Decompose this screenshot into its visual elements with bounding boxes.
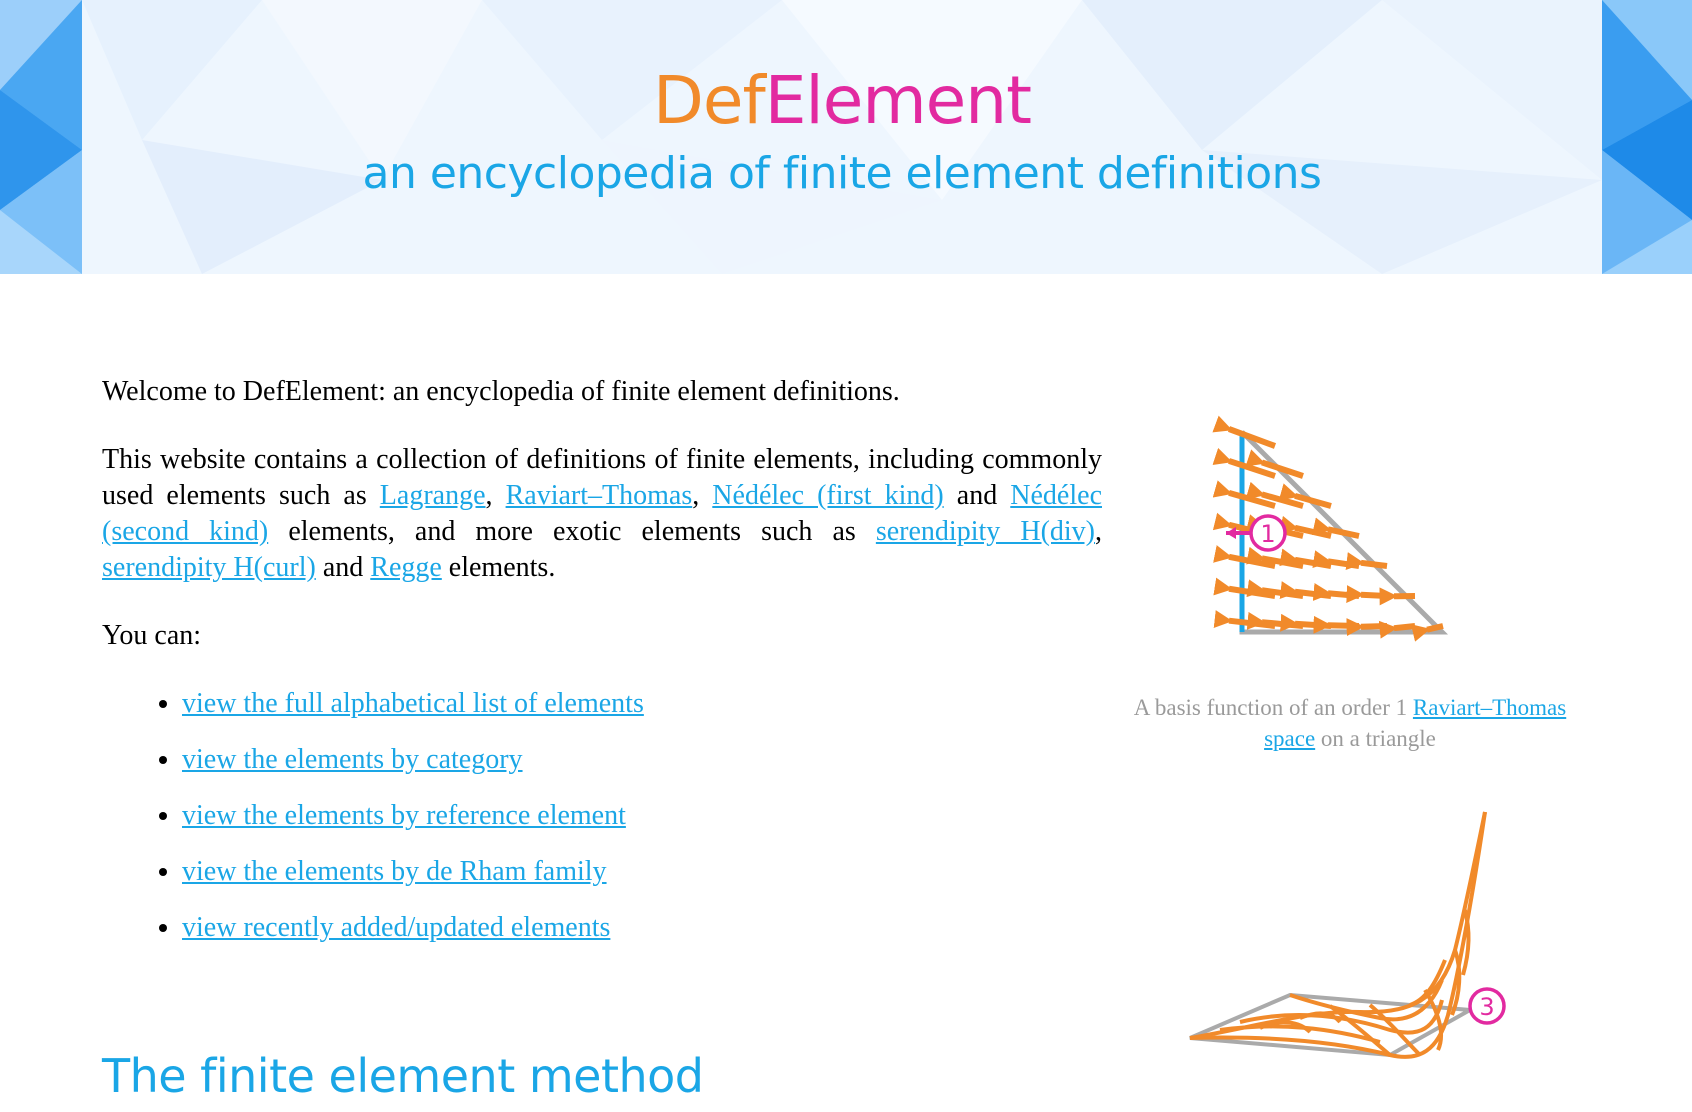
field-arrow [1280,613,1332,632]
field-arrow [1345,552,1388,570]
intro-text-b: and [943,480,1011,511]
caption-raviart-thomas-link[interactable]: Raviart–Thomas space [1264,695,1567,751]
figure1-marker-label: 1 [1260,520,1275,548]
field-arrow [1313,615,1360,634]
site-title-element: Element [764,62,1032,139]
field-arrow [1346,618,1388,637]
you-can-text: You can: [102,620,202,651]
field-arrow [1212,415,1277,449]
main-content: Welcome to DefElement: an encyclopedia o… [102,374,1102,966]
field-arrow [1312,517,1360,539]
surface-basis-figure: 3 [1189,811,1506,1059]
nedelec-second-kind-link[interactable]: Nédélec (second kind) [102,480,1102,547]
field-arrow [1378,620,1416,639]
section-heading: The finite element method [102,1049,704,1103]
caption-text-b: on a triangle [1315,726,1436,751]
banner-inner-pattern [82,0,1602,274]
list-item: view the full alphabetical list of eleme… [182,686,1102,722]
by-category-link[interactable]: view the elements by category [182,744,523,775]
serendipity-hcurl-link[interactable]: serendipity H(curl) [102,552,316,583]
field-arrow [1245,449,1304,479]
intro-paragraph: This website contains a collection of de… [102,442,1102,586]
field-arrow [1279,581,1332,599]
field-arrow [1278,483,1332,509]
by-reference-element-link[interactable]: view the elements by reference element [182,800,626,831]
site-title-def: Def [653,62,766,139]
field-arrow [1346,585,1388,604]
field-arrow [1212,480,1276,509]
list-item: view the elements by de Rham family [182,854,1102,890]
list-item: view the elements by reference element [182,798,1102,834]
intro-text-a: This website contains a collection of de… [102,444,1102,511]
serendipity-hdiv-link[interactable]: serendipity H(div) [875,516,1095,547]
navigation-list: view the full alphabetical list of eleme… [102,686,1102,946]
field-arrow [1312,583,1360,601]
field-arrow [1410,623,1444,642]
by-de-rham-family-link[interactable]: view the elements by de Rham family [182,856,607,887]
welcome-text: Welcome to DefElement: an encyclopedia o… [102,376,900,407]
list-item: view the elements by category [182,742,1102,778]
header-banner: DefElement an encyclopedia of finite ele… [0,0,1692,274]
nedelec-first-kind-link[interactable]: Nédélec (first kind) [712,480,944,511]
intro-sep-3: , [1095,516,1102,547]
banner-content: DefElement an encyclopedia of finite ele… [82,0,1602,274]
regge-link[interactable]: Regge [370,552,442,583]
banner-pattern [0,0,1692,274]
intro-sep-1: , [485,480,506,511]
recently-updated-link[interactable]: view recently added/updated elements [182,912,611,943]
field-arrow [1312,550,1360,569]
figure-caption: A basis function of an order 1 Raviart–T… [1130,692,1570,754]
alphabetical-list-link[interactable]: view the full alphabetical list of eleme… [182,688,644,719]
raviart-thomas-basis-figure: 1 [1212,415,1449,642]
list-item: view recently added/updated elements [182,910,1102,946]
caption-text-a: A basis function of an order 1 [1133,695,1413,720]
lagrange-link[interactable]: Lagrange [379,480,486,511]
site-title: DefElement [82,58,1602,144]
site-subtitle: an encyclopedia of finite element defini… [362,148,1322,199]
intro-text-d: and [315,552,371,583]
field-arrow [1212,447,1276,479]
intro-text-e: elements. [441,552,556,583]
intro-text-c: elements, and more exotic elements such … [268,516,876,547]
raviart-thomas-link[interactable]: Raviart–Thomas [505,480,693,511]
intro-sep-2: , [692,480,713,511]
figure2-marker-label: 3 [1479,993,1494,1021]
